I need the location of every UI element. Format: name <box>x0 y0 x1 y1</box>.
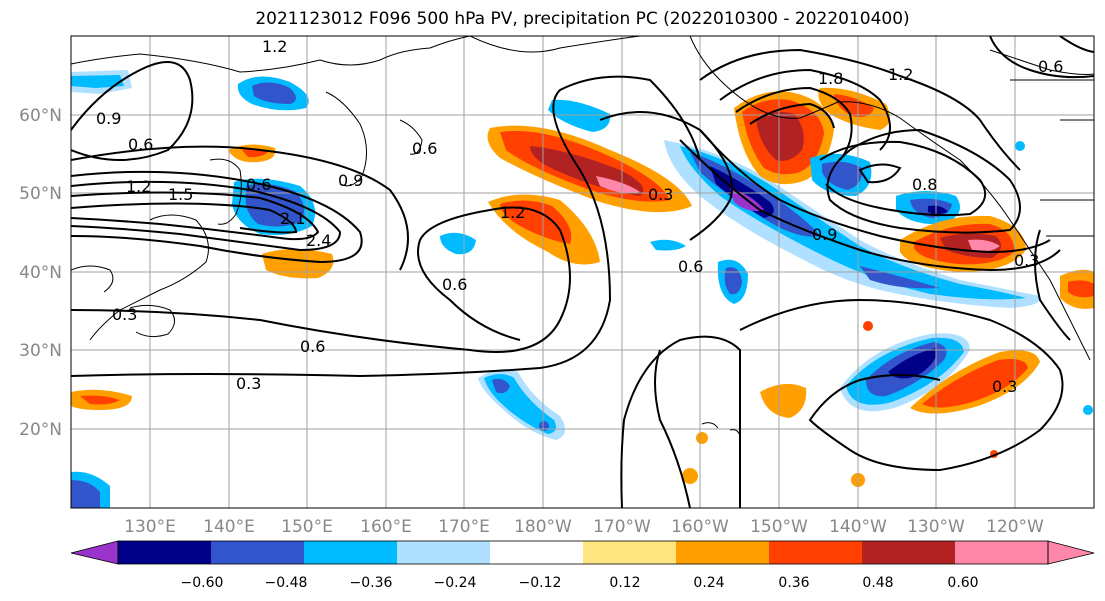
lon-label: 170°E <box>438 517 490 537</box>
colorbar-segment <box>862 541 956 564</box>
lon-label: 140°E <box>203 517 255 537</box>
shade-blob <box>910 350 1040 414</box>
contour-label: 0.6 <box>1038 57 1063 76</box>
contour-label: 1.2 <box>126 177 151 196</box>
lon-label: 130°W <box>907 517 965 537</box>
contour-label: 0.6 <box>678 257 703 276</box>
lon-label: 140°W <box>829 517 887 537</box>
contour-label: 0.6 <box>412 139 437 158</box>
colorbar-tick: −0.36 <box>350 575 393 591</box>
contour-label: 1.2 <box>888 65 913 84</box>
contour-label: 0.3 <box>1014 251 1039 270</box>
colorbar-frame <box>117 540 1049 565</box>
colorbar-tick: 0.48 <box>862 575 893 591</box>
lon-label: 180°W <box>514 517 572 537</box>
lon-label: 130°E <box>124 517 176 537</box>
shade-blob <box>1060 269 1094 309</box>
shade-blob <box>840 333 970 412</box>
contour-label: 0.6 <box>128 135 153 154</box>
contour-label: 1.2 <box>500 203 525 222</box>
shade-blob <box>650 239 686 251</box>
pv-contours <box>71 36 1094 508</box>
contour-label: 0.3 <box>236 374 261 393</box>
lat-label: 50°N <box>19 184 62 204</box>
shade-blob <box>548 99 611 132</box>
shade-blob <box>539 141 1093 487</box>
lon-label: 150°E <box>281 517 333 537</box>
contour-label: 2.1 <box>280 209 305 228</box>
colorbar-tick: 0.12 <box>609 575 640 591</box>
colorbar-tick: 0.60 <box>947 575 978 591</box>
shade-blob <box>440 232 476 255</box>
colorbar-segments <box>118 541 1049 564</box>
lon-label: 160°W <box>671 517 729 537</box>
plot-frame <box>70 35 1095 509</box>
lat-label: 60°N <box>19 106 62 126</box>
contour-label: 0.3 <box>112 305 137 324</box>
shade-blob <box>237 76 309 111</box>
lon-label: 160°E <box>360 517 412 537</box>
coastlines <box>71 36 1094 437</box>
colorbar-tick: −0.12 <box>519 575 562 591</box>
colorbar-segment <box>490 541 584 564</box>
colorbar-segment <box>118 541 212 564</box>
contour-label: 1.5 <box>168 185 193 204</box>
lat-label: 40°N <box>19 263 62 283</box>
contour-label: 0.9 <box>338 171 363 190</box>
precipitation-shading <box>71 70 1094 508</box>
colorbar: −0.60 −0.48 −0.36 −0.24 −0.12 0.12 0.24 … <box>70 540 1095 591</box>
contour-label: 0.6 <box>246 175 271 194</box>
lat-label: 20°N <box>19 420 62 440</box>
colorbar-segment <box>955 541 1049 564</box>
contour-label: 1.2 <box>262 37 287 56</box>
colorbar-segment <box>397 541 491 564</box>
contour-label: 2.4 <box>306 231 331 250</box>
contour-label: 0.3 <box>648 185 673 204</box>
map-title: 2021123012 F096 500 hPa PV, precipitatio… <box>255 9 910 29</box>
lat-label: 30°N <box>19 341 62 361</box>
contour-label: 0.3 <box>992 377 1017 396</box>
lon-label: 170°W <box>593 517 651 537</box>
colorbar-tick: 0.36 <box>778 575 809 591</box>
latitude-labels: 60°N 50°N 40°N 30°N 20°N <box>19 106 62 440</box>
shade-blob <box>760 383 807 418</box>
shade-blob <box>717 259 748 304</box>
contour-label: 1.8 <box>818 69 843 88</box>
colorbar-tick: −0.60 <box>181 575 224 591</box>
contour-label: 0.6 <box>442 275 467 294</box>
shade-blob <box>488 194 600 265</box>
colorbar-segment <box>769 541 863 564</box>
colorbar-ticks: −0.60 −0.48 −0.36 −0.24 −0.12 0.12 0.24 … <box>181 575 979 591</box>
shade-blob <box>71 70 132 94</box>
colorbar-tick: −0.48 <box>265 575 308 591</box>
shade-blob <box>262 249 334 279</box>
colorbar-segment <box>211 541 305 564</box>
lon-label: 150°W <box>750 517 808 537</box>
colorbar-extend-left <box>70 540 119 565</box>
contour-label: 0.6 <box>300 337 325 356</box>
contour-label: 0.8 <box>912 175 937 194</box>
colorbar-segment <box>583 541 677 564</box>
longitude-labels: 130°E 140°E 150°E 160°E 170°E 180°W 170°… <box>124 517 1044 537</box>
contour-label: 0.9 <box>96 109 121 128</box>
lon-label: 120°W <box>986 517 1044 537</box>
colorbar-extend-right <box>1047 540 1095 565</box>
gridlines <box>71 36 1094 508</box>
shade-blob <box>71 471 110 508</box>
colorbar-tick: 0.24 <box>693 575 724 591</box>
colorbar-segment <box>304 541 398 564</box>
colorbar-tick: −0.24 <box>434 575 477 591</box>
contour-labels: 1.2 0.9 0.6 1.2 1.5 0.6 2.1 2.4 0.9 0.6 … <box>96 37 1063 396</box>
shade-blob <box>71 389 132 410</box>
shade-blob <box>900 215 1026 272</box>
contour-label: 0.9 <box>812 225 837 244</box>
colorbar-segment <box>676 541 770 564</box>
